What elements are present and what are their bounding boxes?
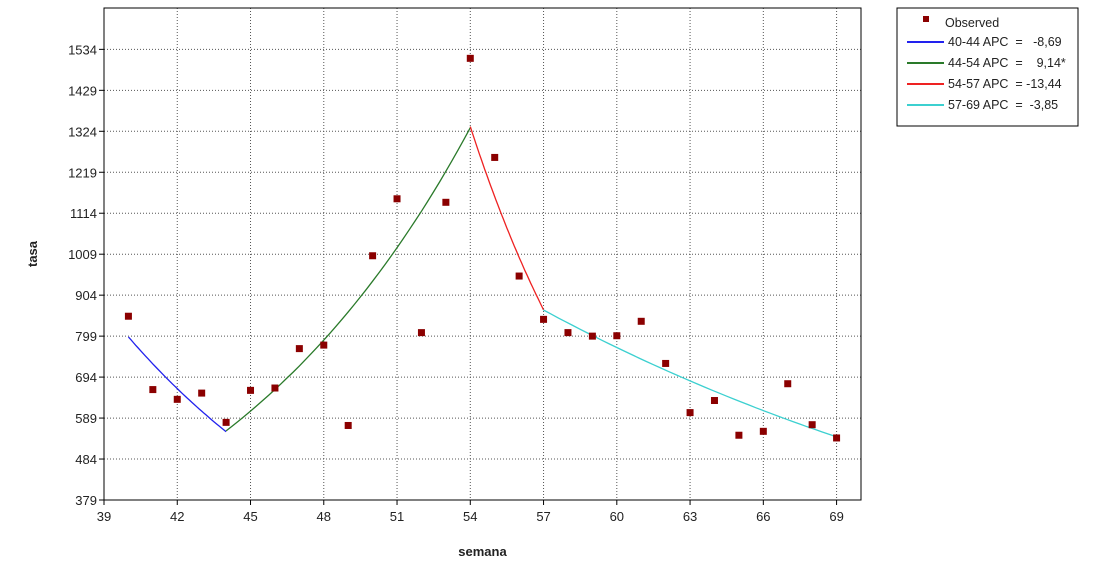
observed-point xyxy=(124,312,132,320)
grid xyxy=(103,8,861,501)
observed-point xyxy=(442,198,450,206)
legend-label: 40-44 APC = -8,69 xyxy=(948,35,1062,49)
y-tick-label: 1009 xyxy=(68,247,97,262)
observed-point xyxy=(173,395,181,403)
observed-point xyxy=(369,252,377,260)
observed-point xyxy=(564,329,572,337)
x-axis: 39 42 45 48 51 54 57 60 63 66 69 xyxy=(97,500,844,524)
y-tick-label: 694 xyxy=(75,370,97,385)
x-tick-label: 60 xyxy=(610,509,624,524)
segment-line xyxy=(469,126,545,311)
y-tick-label: 1534 xyxy=(68,42,97,57)
observed-point xyxy=(637,317,645,325)
observed-point xyxy=(515,272,523,280)
observed-point xyxy=(149,386,157,394)
observed-point xyxy=(759,427,767,435)
legend-marker-observed xyxy=(923,16,929,22)
x-tick-label: 42 xyxy=(170,509,184,524)
x-tick-label: 54 xyxy=(463,509,477,524)
x-tick-label: 39 xyxy=(97,509,111,524)
y-tick-label: 589 xyxy=(75,411,97,426)
observed-point xyxy=(613,332,621,340)
y-tick-label: 379 xyxy=(75,493,97,508)
y-tick-label: 799 xyxy=(75,329,97,344)
x-tick-label: 69 xyxy=(829,509,843,524)
observed-point xyxy=(808,421,816,429)
observed-point xyxy=(784,380,792,388)
x-tick-label: 45 xyxy=(243,509,257,524)
fitted-lines xyxy=(127,126,837,438)
y-tick-label: 484 xyxy=(75,452,97,467)
legend: Observed 40-44 APC = -8,69 44-54 APC = 9,1… xyxy=(896,7,1079,127)
legend-label: 54-57 APC = -13,44 xyxy=(948,77,1062,91)
x-tick-label: 66 xyxy=(756,509,770,524)
observed-point xyxy=(710,397,718,405)
observed-point xyxy=(735,431,743,439)
y-tick-label: 904 xyxy=(75,288,97,303)
legend-label: 44-54 APC = 9,14* xyxy=(948,56,1066,70)
observed-point xyxy=(686,409,694,417)
legend-box xyxy=(896,7,1079,127)
segment-line xyxy=(225,127,471,432)
y-tick-label: 1324 xyxy=(68,124,97,139)
y-tick-label: 1114 xyxy=(70,206,97,221)
observed-point xyxy=(833,434,841,442)
x-tick-label: 63 xyxy=(683,509,697,524)
x-tick-label: 57 xyxy=(536,509,550,524)
observed-points xyxy=(124,54,841,442)
observed-point xyxy=(662,359,670,367)
observed-point xyxy=(491,153,499,161)
observed-point xyxy=(466,54,474,62)
x-axis-title: semana xyxy=(458,544,507,559)
legend-label-observed: Observed xyxy=(945,16,999,30)
observed-point xyxy=(295,345,303,353)
legend-label: 57-69 APC = -3,85 xyxy=(948,98,1058,112)
y-tick-label: 1219 xyxy=(68,165,97,180)
observed-point xyxy=(540,315,548,323)
y-axis-title: tasa xyxy=(25,240,40,267)
observed-point xyxy=(320,341,328,349)
observed-point xyxy=(247,386,255,394)
observed-point xyxy=(198,389,206,397)
x-tick-label: 48 xyxy=(317,509,331,524)
observed-point xyxy=(588,332,596,340)
observed-point xyxy=(393,195,401,203)
observed-point xyxy=(271,384,279,392)
x-tick-label: 51 xyxy=(390,509,404,524)
segment-line xyxy=(127,336,227,433)
y-axis: 379 484 589 694 799 904 1009 1114 1219 1324 1429 15… xyxy=(68,42,104,508)
observed-point xyxy=(344,421,352,429)
y-tick-label: 1429 xyxy=(68,83,97,98)
observed-point xyxy=(417,329,425,337)
observed-point xyxy=(222,418,230,426)
